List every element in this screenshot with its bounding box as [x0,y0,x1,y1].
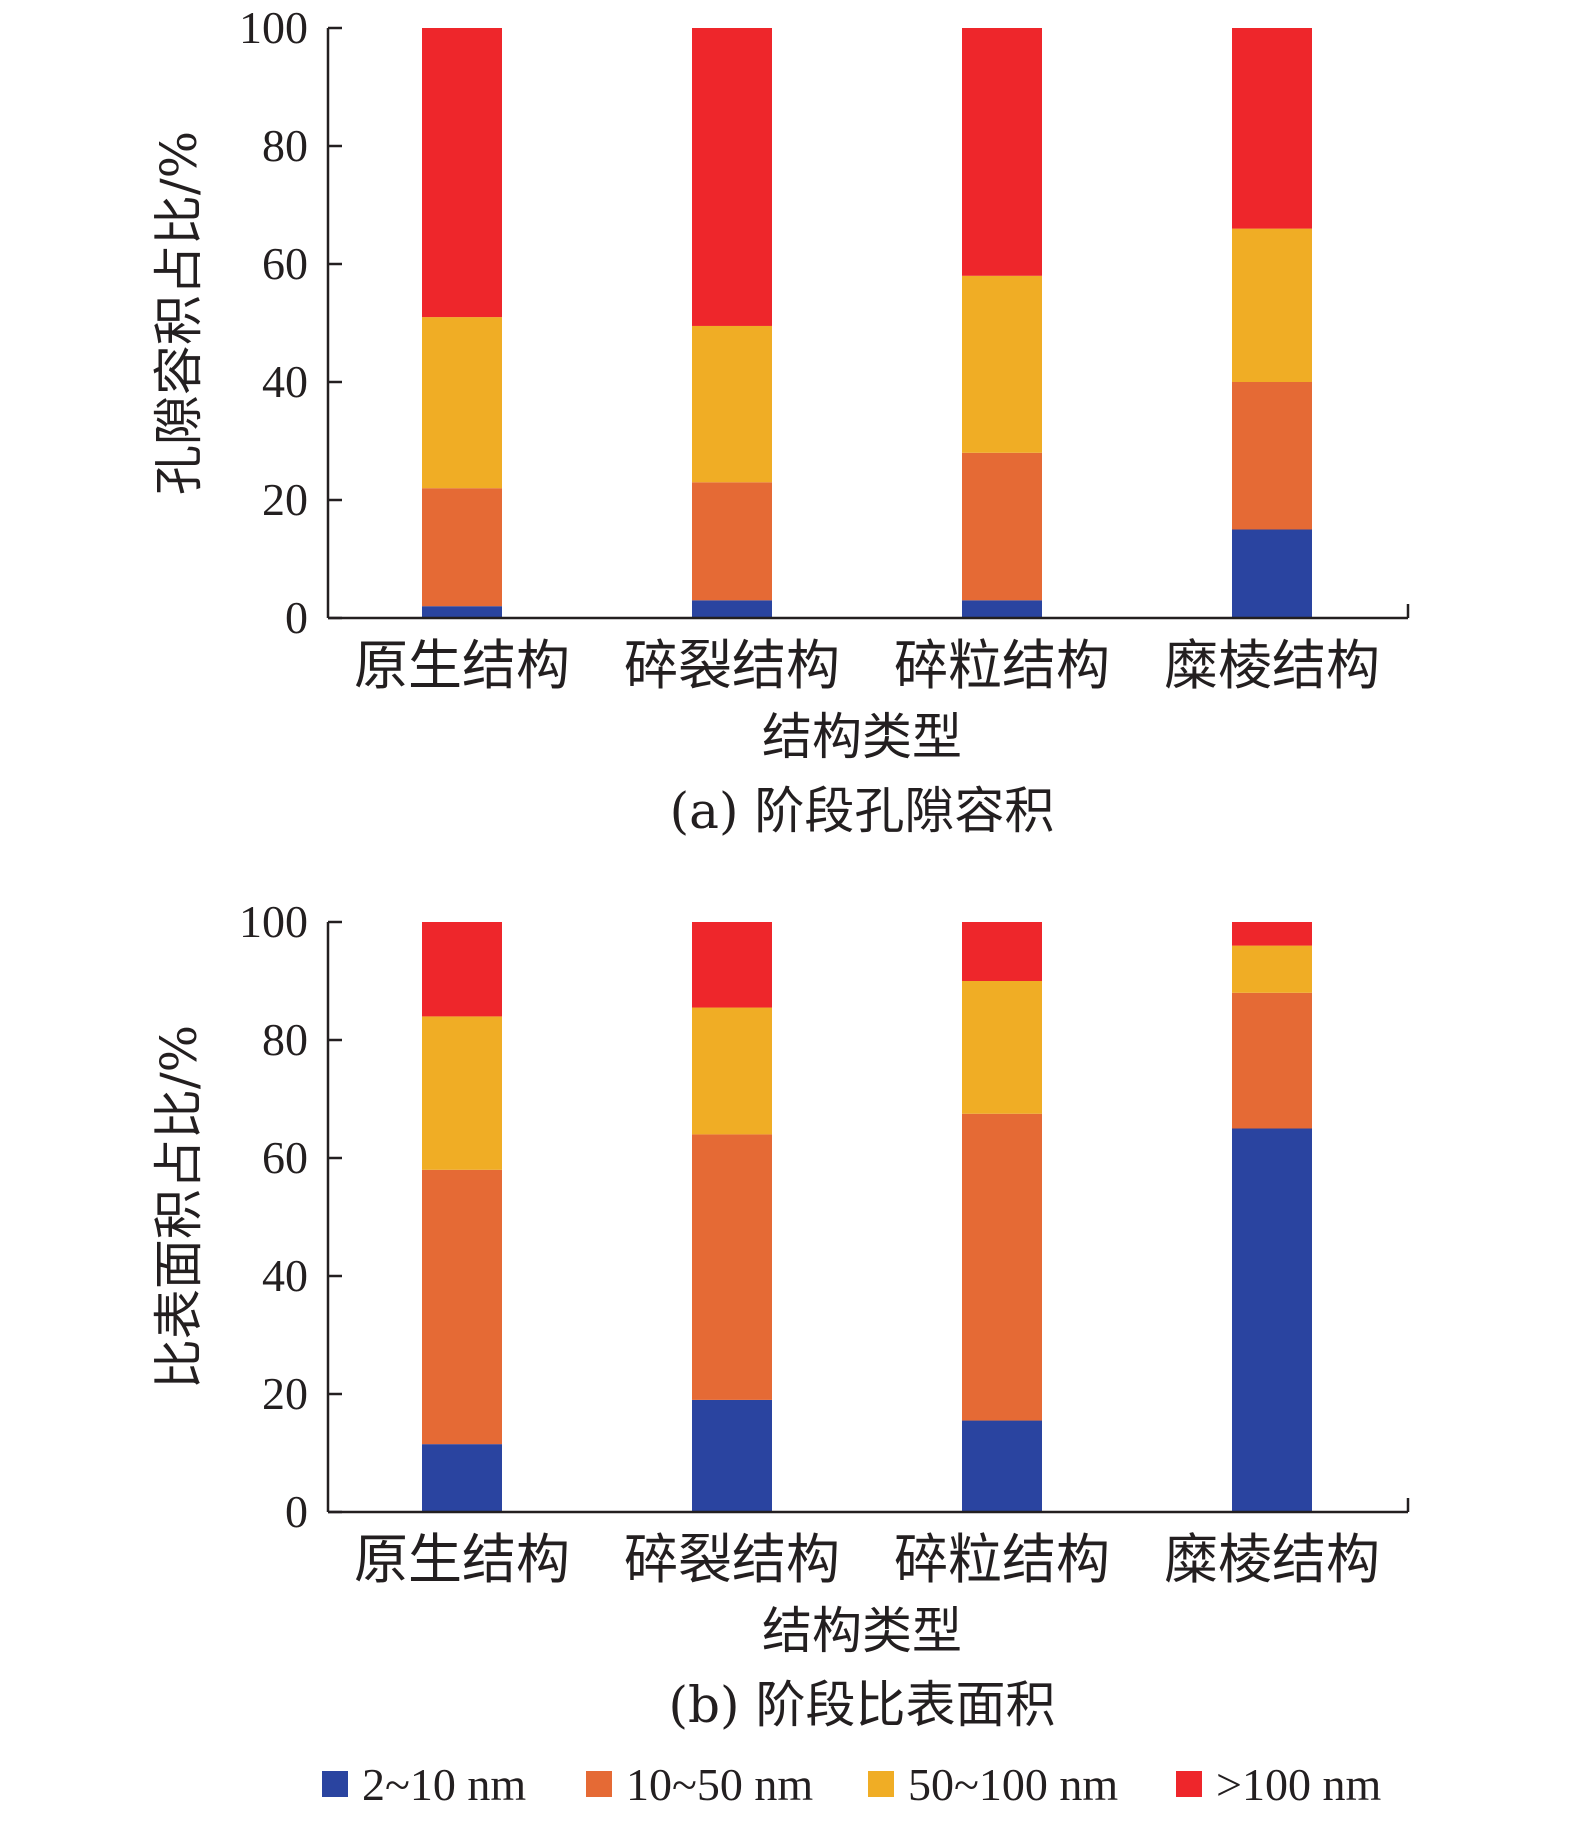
panel-caption: (a) 阶段孔隙容积 [670,782,1055,840]
legend-label: 10~50 nm [626,1759,813,1810]
y-tick-label: 0 [285,592,308,643]
bar-segment-b-2-2 [692,1134,772,1400]
bar-segment-a-1-2 [422,488,502,607]
bar-segment-a-2-2 [692,482,772,601]
bar-segment-a-4-4 [1232,28,1312,229]
y-axis-title: 比表面积占比/% [150,1025,208,1389]
x-category-label: 糜棱结构 [1164,1528,1380,1591]
bar-segment-b-4-4 [1232,922,1312,946]
bar-segment-a-3-1 [962,600,1042,618]
y-tick-label: 60 [262,238,308,289]
bar-segment-b-4-1 [1232,1128,1312,1512]
bar-segment-b-2-1 [692,1399,772,1512]
bar-segment-a-2-4 [692,28,772,326]
legend-label: 50~100 nm [908,1759,1118,1810]
bar-segment-a-3-4 [962,28,1042,276]
bar-segment-b-4-3 [1232,945,1312,993]
bar-segment-b-1-4 [422,922,502,1017]
x-category-label: 原生结构 [354,634,570,697]
legend-swatch [322,1771,348,1797]
y-tick-label: 20 [262,474,308,525]
y-tick-label: 20 [262,1368,308,1419]
bar-segment-a-2-1 [692,600,772,618]
bar-segment-a-3-2 [962,452,1042,601]
y-tick-label: 0 [285,1486,308,1537]
bar-segment-b-1-3 [422,1016,502,1170]
y-axis-title: 孔隙容积占比/% [150,131,208,495]
legend-swatch [1176,1771,1202,1797]
bar-segment-b-3-1 [962,1420,1042,1512]
bar-segment-b-3-4 [962,922,1042,981]
y-tick-label: 80 [262,120,308,171]
y-tick-label: 100 [239,896,308,947]
bar-segment-a-2-3 [692,325,772,483]
bar-segment-a-3-3 [962,275,1042,453]
x-category-label: 碎裂结构 [624,1528,840,1591]
legend-swatch [586,1771,612,1797]
x-axis-title: 结构类型 [762,1602,962,1660]
x-axis-title: 结构类型 [762,708,962,766]
x-category-label: 碎粒结构 [894,1528,1110,1591]
bar-segment-a-1-1 [422,606,502,618]
y-tick-label: 40 [262,1250,308,1301]
x-category-label: 原生结构 [354,1528,570,1591]
bar-segment-b-3-2 [962,1113,1042,1421]
legend-swatch [868,1771,894,1797]
bar-segment-a-4-1 [1232,529,1312,618]
x-category-label: 糜棱结构 [1164,634,1380,697]
bar-segment-a-1-3 [422,317,502,489]
x-category-label: 碎裂结构 [624,634,840,697]
legend-label: 2~10 nm [362,1759,526,1810]
y-tick-label: 60 [262,1132,308,1183]
bar-segment-a-4-2 [1232,382,1312,530]
bar-segment-b-3-3 [962,981,1042,1114]
bar-segment-b-4-2 [1232,992,1312,1129]
bar-segment-a-4-3 [1232,228,1312,382]
legend: 2~10 nm 10~50 nm 50~100 nm >100 nm [322,1759,1381,1810]
panel-caption: (b) 阶段比表面积 [669,1676,1056,1734]
y-tick-label: 80 [262,1014,308,1065]
y-tick-label: 40 [262,356,308,407]
bar-segment-b-2-4 [692,922,772,1008]
y-tick-label: 100 [239,2,308,53]
bar-segment-b-1-2 [422,1169,502,1445]
bar-segment-b-1-1 [422,1444,502,1512]
x-category-label: 碎粒结构 [894,634,1110,697]
legend-label: >100 nm [1216,1759,1381,1810]
bar-segment-b-2-3 [692,1007,772,1135]
bar-segment-a-1-4 [422,28,502,318]
